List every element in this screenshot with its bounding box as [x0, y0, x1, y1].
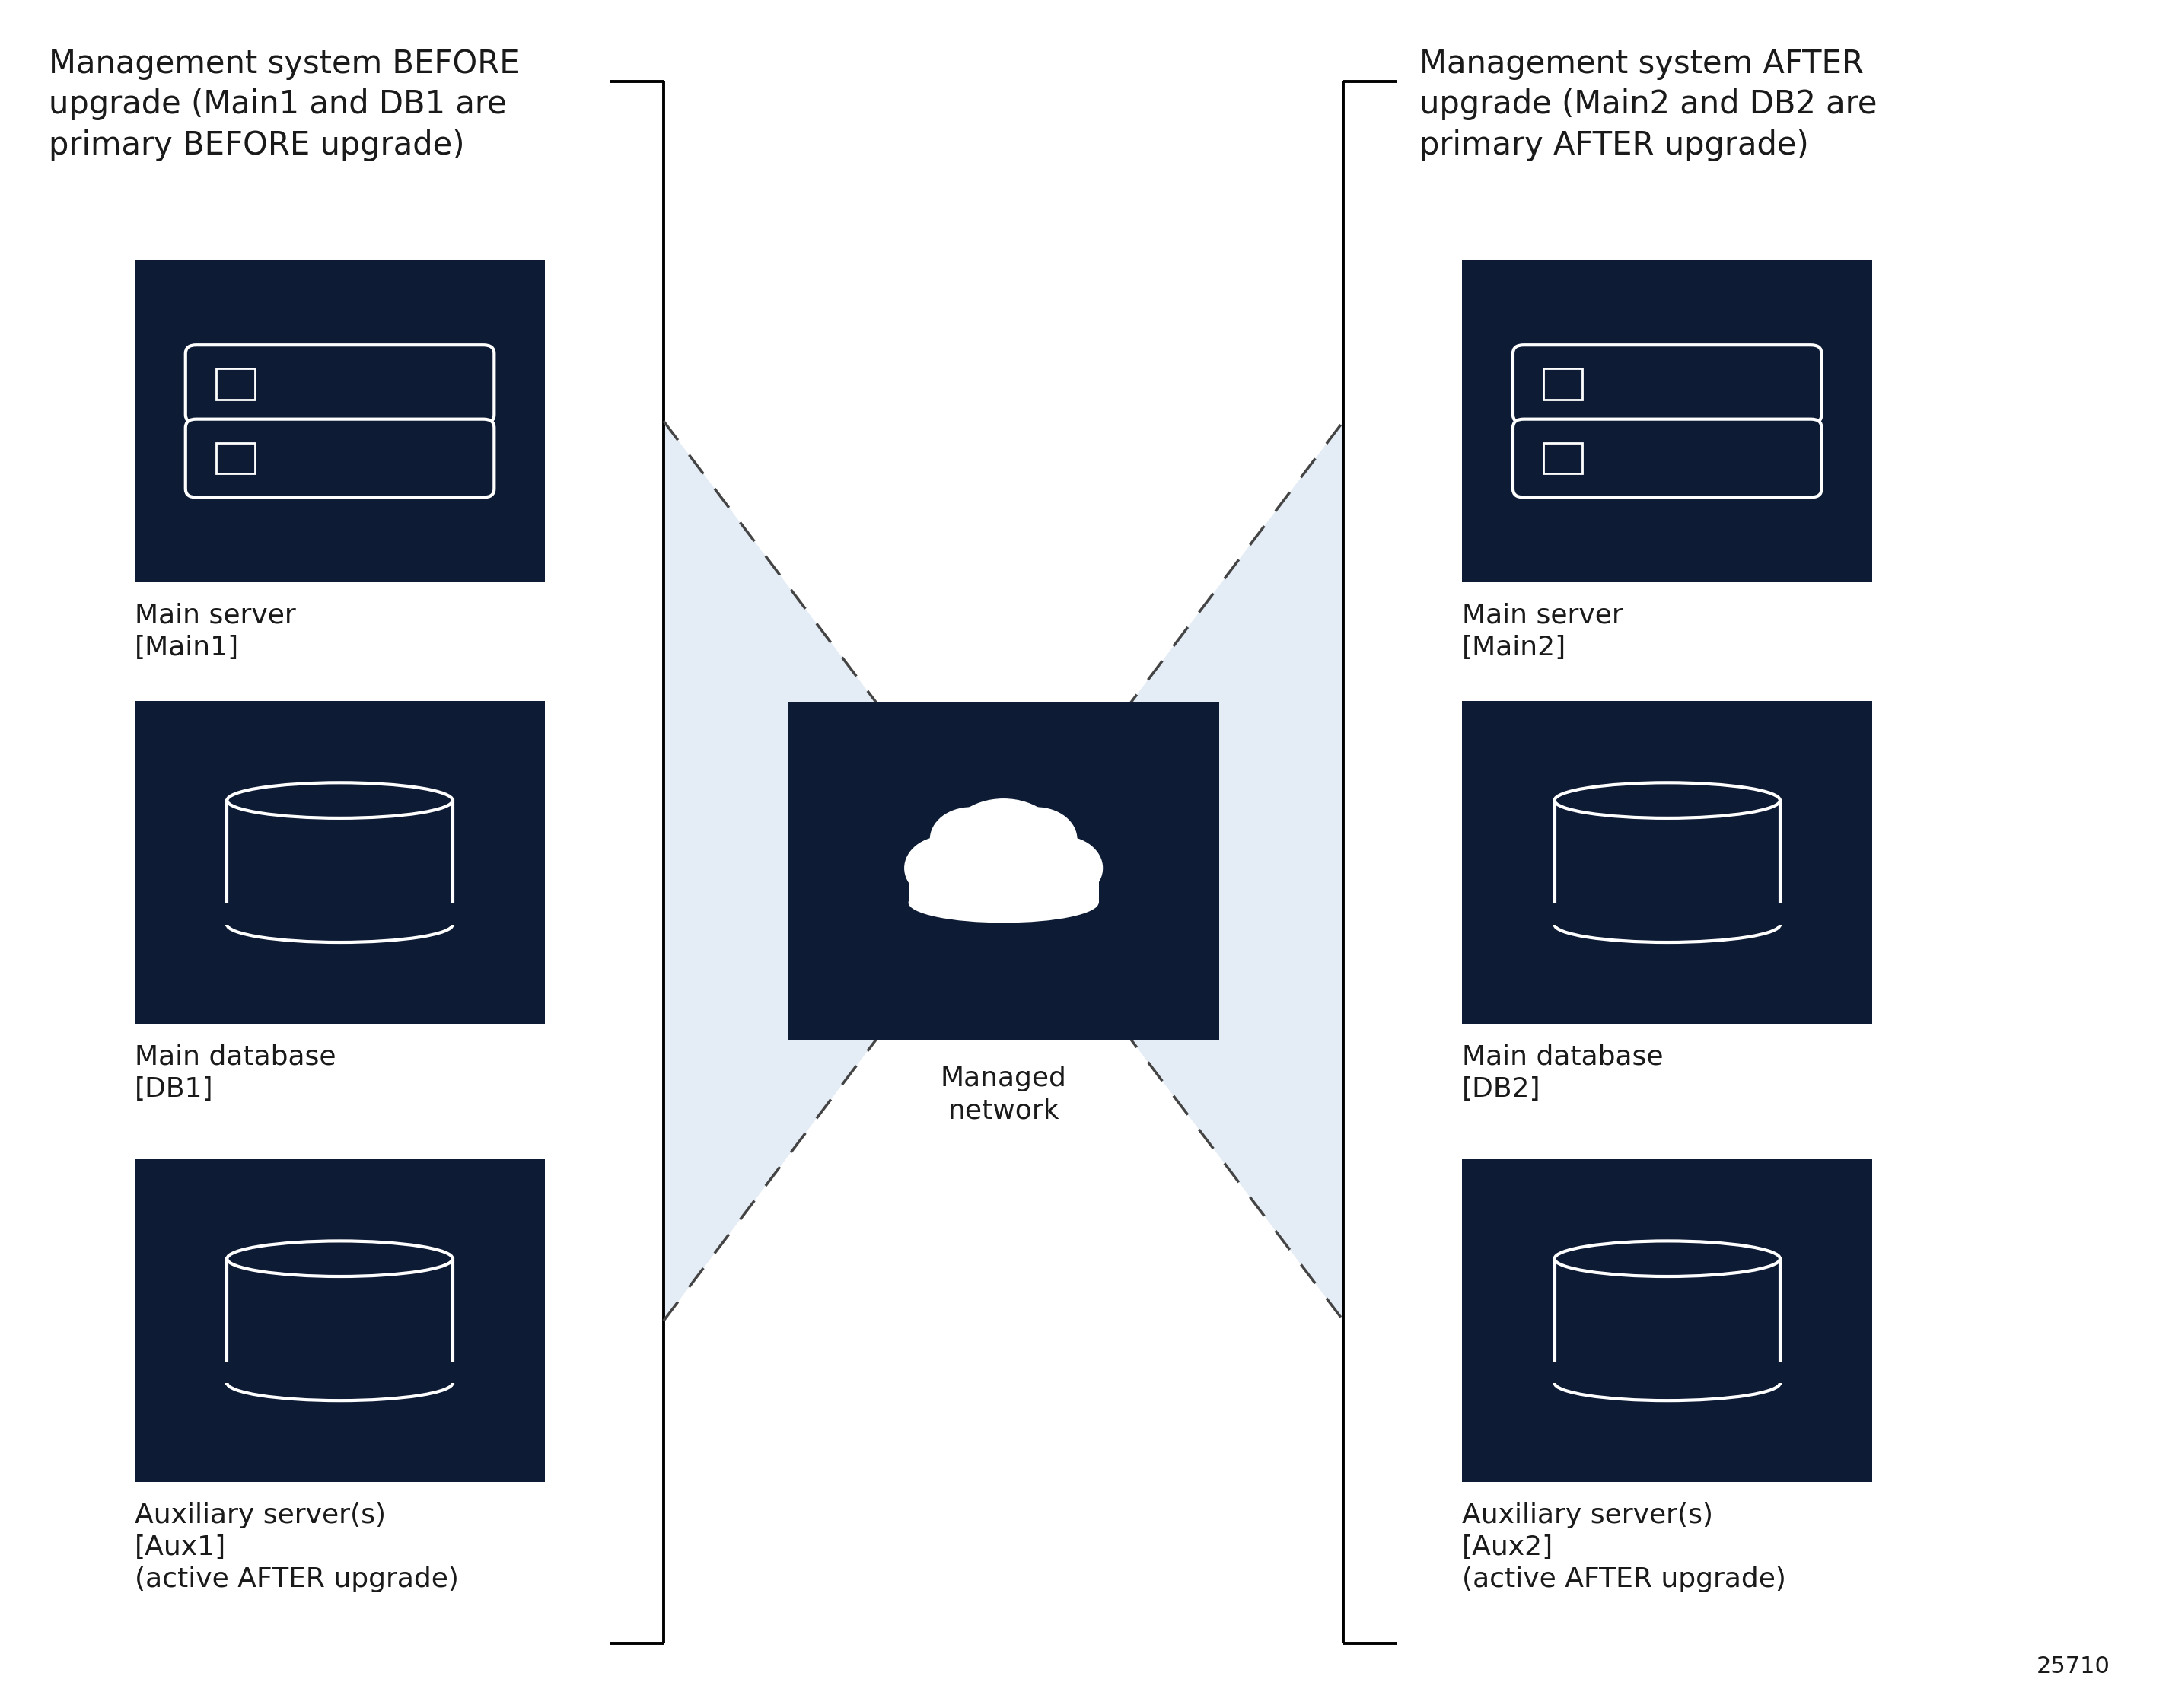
- FancyBboxPatch shape: [187, 418, 495, 497]
- FancyBboxPatch shape: [1514, 418, 1822, 497]
- Text: Managed
network: Managed network: [941, 1066, 1067, 1124]
- Ellipse shape: [228, 782, 453, 818]
- FancyBboxPatch shape: [187, 345, 495, 424]
- Circle shape: [1022, 837, 1102, 900]
- Polygon shape: [228, 801, 453, 924]
- Circle shape: [931, 808, 1011, 871]
- FancyBboxPatch shape: [134, 702, 544, 1023]
- Text: Management system AFTER
upgrade (Main2 and DB2 are
primary AFTER upgrade): Management system AFTER upgrade (Main2 a…: [1419, 48, 1876, 161]
- FancyBboxPatch shape: [134, 260, 544, 582]
- Ellipse shape: [228, 1242, 453, 1276]
- Ellipse shape: [1555, 1365, 1781, 1401]
- Text: Main server
[Main1]: Main server [Main1]: [134, 603, 295, 661]
- Ellipse shape: [1555, 1242, 1781, 1276]
- Text: Auxiliary server(s)
[Aux1]
(active AFTER upgrade): Auxiliary server(s) [Aux1] (active AFTER…: [134, 1503, 460, 1592]
- FancyBboxPatch shape: [1462, 260, 1872, 582]
- FancyBboxPatch shape: [1542, 369, 1581, 400]
- Polygon shape: [909, 864, 1100, 902]
- Text: Auxiliary server(s)
[Aux2]
(active AFTER upgrade): Auxiliary server(s) [Aux2] (active AFTER…: [1462, 1503, 1787, 1592]
- Polygon shape: [206, 1361, 475, 1383]
- Ellipse shape: [1555, 782, 1781, 818]
- Ellipse shape: [909, 883, 1100, 922]
- FancyBboxPatch shape: [215, 369, 254, 400]
- FancyBboxPatch shape: [215, 442, 254, 473]
- Ellipse shape: [228, 907, 453, 943]
- FancyBboxPatch shape: [1514, 345, 1822, 424]
- Polygon shape: [1555, 801, 1781, 924]
- Polygon shape: [1004, 422, 1343, 1320]
- Ellipse shape: [1555, 907, 1781, 943]
- Circle shape: [904, 837, 985, 900]
- Polygon shape: [1533, 1361, 1802, 1383]
- FancyBboxPatch shape: [787, 702, 1219, 1040]
- FancyBboxPatch shape: [1462, 702, 1872, 1023]
- Polygon shape: [664, 422, 1004, 1320]
- Polygon shape: [1555, 1259, 1781, 1383]
- Text: Management system BEFORE
upgrade (Main1 and DB1 are
primary BEFORE upgrade): Management system BEFORE upgrade (Main1 …: [48, 48, 518, 161]
- Polygon shape: [228, 1259, 453, 1383]
- Text: Main server
[Main2]: Main server [Main2]: [1462, 603, 1622, 661]
- Polygon shape: [1533, 904, 1802, 924]
- Circle shape: [996, 808, 1076, 871]
- Text: Main database
[DB1]: Main database [DB1]: [134, 1044, 336, 1102]
- Text: Main database
[DB2]: Main database [DB2]: [1462, 1044, 1664, 1102]
- Circle shape: [946, 799, 1063, 892]
- Ellipse shape: [228, 1365, 453, 1401]
- Text: 25710: 25710: [2037, 1655, 2110, 1677]
- FancyBboxPatch shape: [1462, 1160, 1872, 1483]
- FancyBboxPatch shape: [1542, 442, 1581, 473]
- Polygon shape: [206, 904, 475, 924]
- FancyBboxPatch shape: [134, 1160, 544, 1483]
